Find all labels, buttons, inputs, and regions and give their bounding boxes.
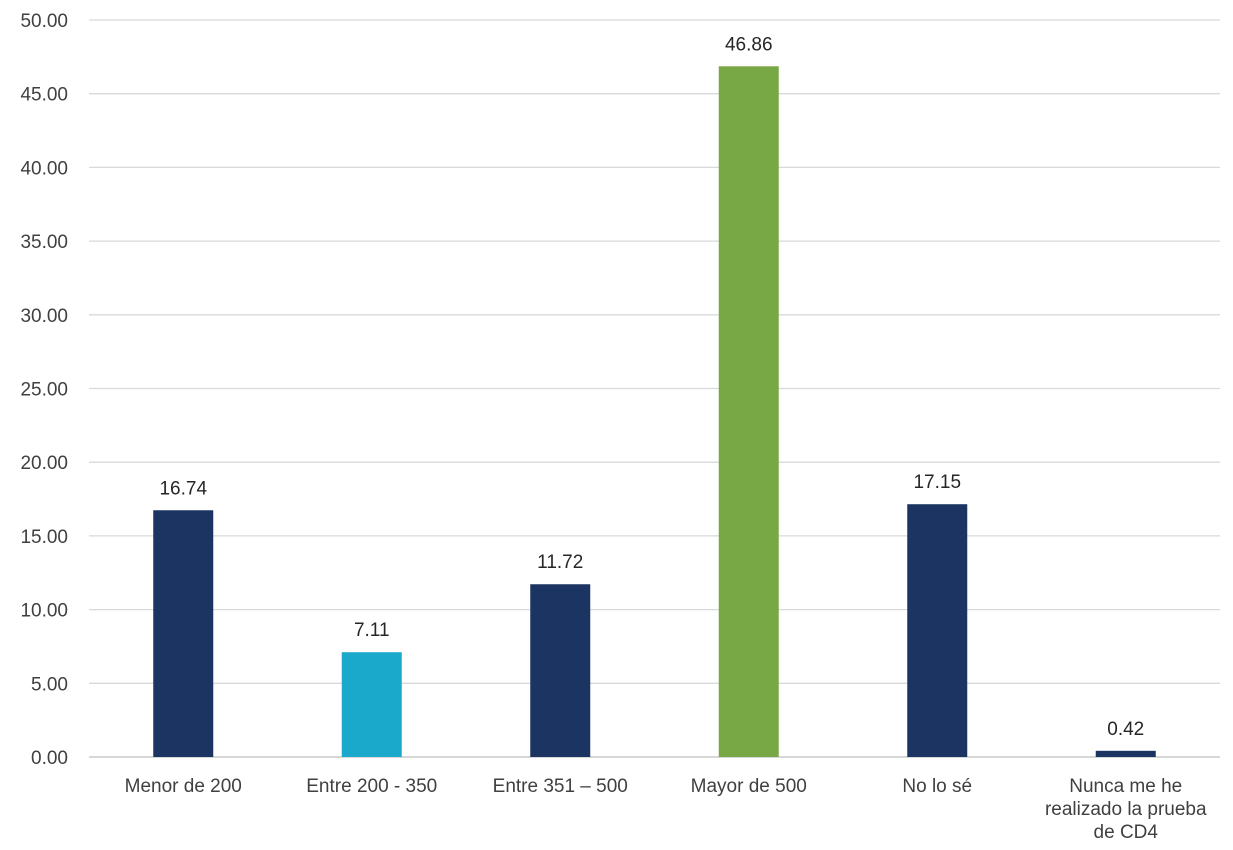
- data-labels: 16.74 7.11 11.72 46.86 17.15 0.42: [159, 34, 1144, 740]
- bar: [718, 66, 779, 758]
- data-label: 17.15: [913, 472, 961, 493]
- gridlines: [89, 19, 1220, 758]
- y-tick-label: 50.00: [20, 11, 68, 32]
- bar: [907, 504, 968, 757]
- y-tick-label: 40.00: [20, 158, 68, 179]
- data-label: 11.72: [537, 552, 583, 573]
- data-label: 16.74: [159, 478, 207, 499]
- x-category-label: Menor de 200: [125, 776, 242, 797]
- x-category-label-line: Entre 200 - 350: [306, 776, 437, 797]
- x-category-label-line: Nunca me he: [1069, 776, 1182, 797]
- data-label: 46.86: [725, 34, 773, 55]
- x-category-label: Entre 351 – 500: [493, 776, 628, 797]
- y-axis-ticks: 0.00 5.00 10.00 15.00 20.00 25.00 30.00 35.00 40…: [20, 11, 68, 769]
- y-tick-label: 0.00: [31, 748, 68, 769]
- x-category-label-line: realizado la prueba: [1045, 799, 1207, 820]
- x-category-label: Mayor de 500: [691, 776, 807, 797]
- y-tick-label: 15.00: [20, 527, 68, 548]
- y-tick-label: 5.00: [31, 674, 68, 695]
- x-category-label-line: Mayor de 500: [691, 776, 807, 797]
- x-category-label-line: Entre 351 – 500: [493, 776, 628, 797]
- bar: [1095, 750, 1156, 757]
- bar: [153, 510, 214, 757]
- x-category-label-line: No lo sé: [902, 776, 972, 797]
- data-label: 0.42: [1107, 719, 1144, 740]
- y-tick-label: 20.00: [20, 453, 68, 474]
- y-tick-label: 45.00: [20, 85, 68, 106]
- x-category-label: Entre 200 - 350: [306, 776, 437, 797]
- bars: [153, 66, 1156, 758]
- data-label: 7.11: [354, 620, 390, 641]
- bar: [530, 584, 591, 757]
- x-axis-categories: Menor de 200 Entre 200 - 350 Entre 351 – 5…: [125, 776, 1207, 843]
- x-category-label-line: de CD4: [1094, 822, 1159, 843]
- y-tick-label: 35.00: [20, 232, 68, 253]
- x-category-label: Nunca me he realizado la prueba de CD4: [1045, 776, 1207, 843]
- x-category-label-line: Menor de 200: [125, 776, 242, 797]
- y-tick-label: 30.00: [20, 306, 68, 327]
- bar: [341, 652, 402, 757]
- y-tick-label: 25.00: [20, 380, 68, 401]
- y-tick-label: 10.00: [20, 601, 68, 622]
- x-category-label: No lo sé: [902, 776, 972, 797]
